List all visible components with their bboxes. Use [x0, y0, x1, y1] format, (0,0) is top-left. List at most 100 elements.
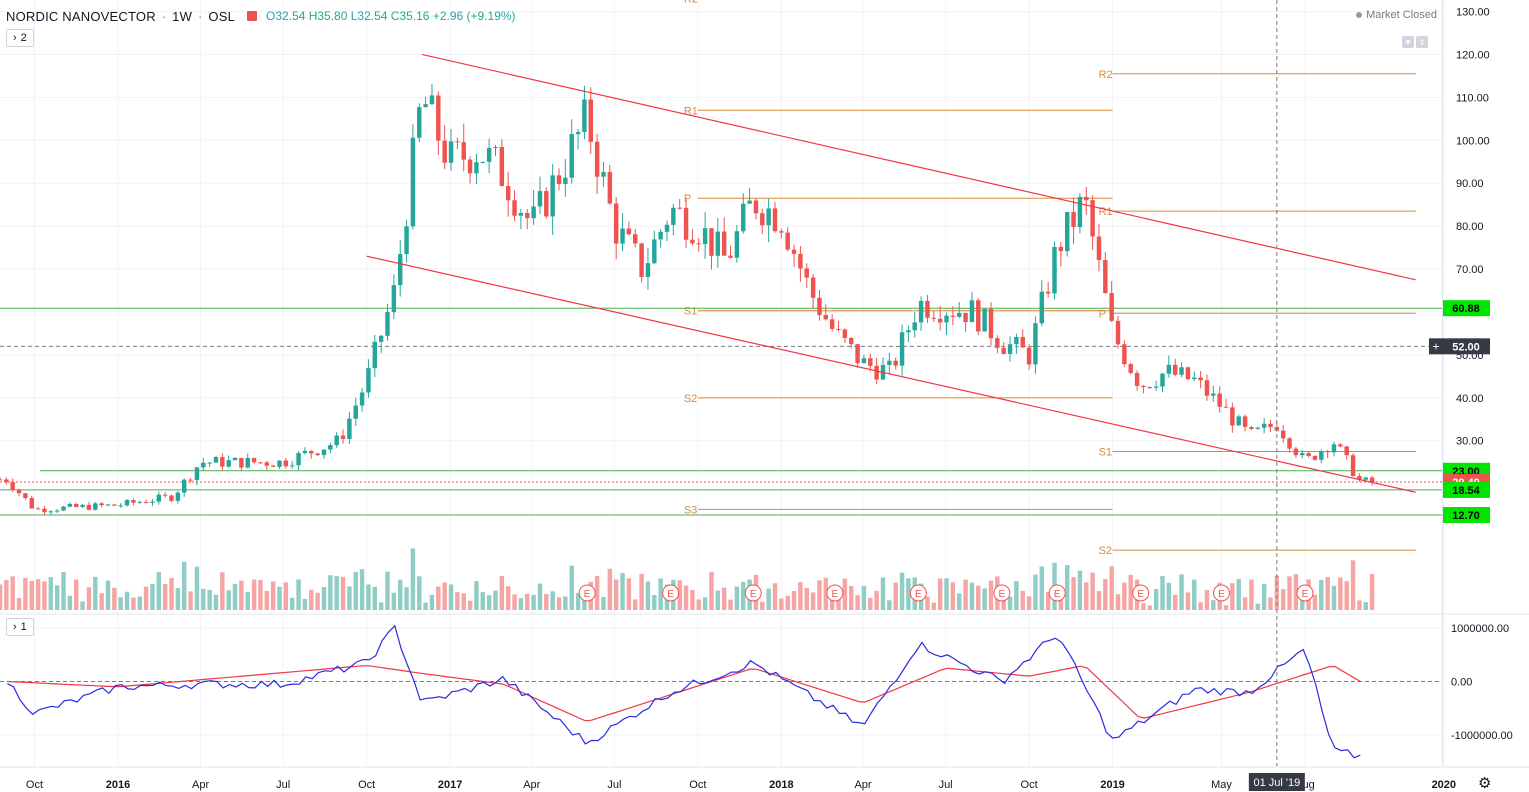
candle-body [188, 479, 193, 481]
pivot-label: S1 [684, 306, 697, 318]
volume-bar [594, 575, 600, 610]
flag-icon[interactable] [247, 11, 258, 21]
volume-bar [734, 586, 740, 610]
candle-body [512, 200, 517, 216]
volume-bar [194, 566, 200, 610]
gear-icon[interactable]: ⚙ [1478, 775, 1492, 792]
candle-body [251, 457, 257, 463]
pivot-label: S1 [1099, 446, 1112, 458]
candle-body [544, 191, 549, 217]
interval-label[interactable]: 1W [172, 8, 193, 24]
volume-bar [4, 580, 9, 610]
price-axis[interactable]: 140.00130.00120.00110.00100.0090.0080.00… [1429, 0, 1513, 742]
crosshair-time-label: 01 Jul '19 [1253, 777, 1300, 789]
candle-body [1223, 406, 1229, 408]
candle-body [1287, 438, 1292, 449]
volume-bar [334, 576, 339, 610]
chart-legend-header: NORDIC NANOVECTOR · 1W · OSL O32.54 H35.… [6, 6, 516, 26]
candle-body [849, 337, 854, 345]
candle-body [829, 319, 835, 329]
volume-bar [931, 602, 937, 610]
time-axis[interactable]: Oct 2016 Apr Jul Oct 2017 Apr Jul Oct 2018 Apr Jul O… [26, 773, 1456, 791]
volume-bar [442, 582, 447, 610]
collapse-pane-icon[interactable]: ▼ [1402, 36, 1414, 48]
volume-bar [569, 565, 574, 610]
candle-body [868, 358, 873, 366]
volume-bar [74, 579, 79, 610]
candle-body [194, 467, 200, 481]
market-status: Market Closed [1356, 9, 1437, 21]
candle-body [289, 465, 295, 467]
candle-body [1344, 446, 1349, 456]
candle-body [1300, 453, 1305, 456]
volume-bar [1096, 591, 1102, 610]
volume-bar [607, 568, 613, 610]
candle-body [1217, 393, 1222, 407]
candle-body [639, 243, 644, 277]
candle-body [436, 95, 441, 141]
maximize-pane-icon[interactable]: ⇕ [1416, 36, 1428, 48]
volume-bar [1064, 565, 1070, 610]
candle-body [283, 460, 289, 467]
volume-bar [1280, 589, 1286, 610]
volume-bar [1033, 574, 1038, 610]
candle-body [1192, 377, 1197, 380]
volume-bar [296, 579, 301, 610]
volume-bar [582, 592, 587, 610]
volume-bar [779, 598, 784, 610]
candle-body [753, 200, 759, 214]
candle-body [887, 360, 892, 365]
price-badge [1443, 300, 1490, 317]
candle-body [944, 315, 949, 323]
volume-bar [963, 579, 968, 610]
candle-body [569, 134, 574, 178]
candle-body [633, 234, 638, 244]
candle-body [442, 140, 447, 163]
candle-body [143, 502, 149, 504]
volume-bar [455, 592, 460, 610]
volume-bar [575, 593, 581, 610]
main-pane-legend-toggle[interactable]: › 2 [6, 29, 34, 47]
candle-body [525, 212, 530, 219]
candle-body [505, 185, 511, 201]
pivot-label: S3 [684, 504, 697, 516]
candle-body [1147, 387, 1153, 389]
volume-bar [1369, 574, 1375, 610]
candle-body [340, 435, 346, 439]
time-tick-label: 2017 [438, 779, 462, 791]
candle-body [1007, 344, 1013, 354]
candle-body [1357, 476, 1362, 480]
candle-body [766, 208, 771, 226]
candle-body [1185, 367, 1191, 380]
earnings-marker [1048, 584, 1066, 602]
volume-bar [1172, 594, 1178, 610]
candle-body [620, 228, 625, 244]
time-tick-label: 2019 [1100, 779, 1124, 791]
candle-body [4, 479, 9, 483]
candle-body [486, 148, 492, 162]
candle-body [1045, 291, 1051, 294]
candle-body [16, 489, 22, 494]
volume-bar [366, 584, 371, 610]
volume-bar [1179, 574, 1184, 610]
candles-layer [0, 83, 1375, 516]
volume-bar [137, 596, 142, 610]
volume-bar [620, 573, 625, 610]
plus-icon: + [1432, 339, 1439, 353]
volume-bar [1090, 572, 1095, 610]
candle-body [1179, 367, 1184, 375]
candle-body [772, 208, 778, 232]
candle-body [785, 232, 790, 250]
time-tick-label: Apr [523, 779, 540, 791]
osc-pane-legend-toggle[interactable]: › 1 [6, 618, 34, 636]
candle-body [302, 450, 308, 454]
candle-body [347, 418, 352, 439]
candle-body [105, 504, 111, 506]
volume-bar [937, 578, 943, 610]
volume-bar [728, 599, 733, 610]
symbol-name[interactable]: NORDIC NANOVECTOR [6, 8, 156, 24]
volume-bar [626, 578, 632, 610]
volume-bar [404, 587, 409, 610]
candle-body [747, 200, 752, 204]
candle-body [988, 308, 994, 339]
